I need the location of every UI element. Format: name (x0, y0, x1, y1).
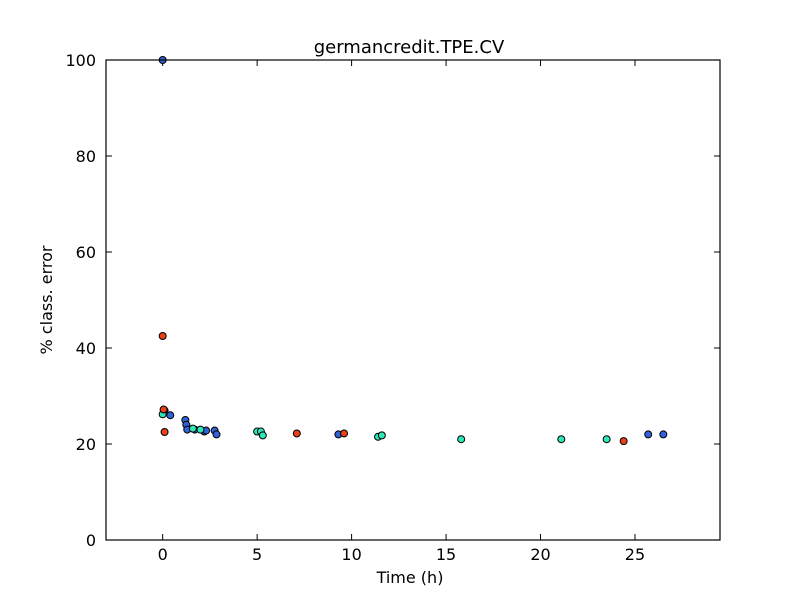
data-points-layer (158, 56, 668, 446)
data-point-red-0 (158, 332, 167, 340)
x-tick-label: 5 (252, 545, 262, 564)
data-point-blue-10 (212, 430, 221, 439)
data-point-teal-8 (457, 435, 466, 444)
data-point-red-4 (340, 429, 349, 438)
data-point-teal-2 (196, 425, 205, 434)
y-tick-label: 20 (76, 435, 96, 454)
plot-area: 0 5 10 15 20 25 0 20 40 60 80 100 (65, 51, 721, 564)
data-point-teal-7 (377, 431, 386, 440)
axes-border (105, 59, 721, 541)
y-tick-label: 60 (76, 243, 96, 262)
chart-title: germancredit.TPE.CV (314, 37, 505, 58)
y-tick-label: 40 (76, 339, 96, 358)
data-point-blue-2 (166, 411, 175, 420)
x-tick-label: 10 (341, 545, 361, 564)
data-point-red-2 (160, 428, 169, 436)
data-point-teal-1 (188, 424, 197, 433)
y-axis-label: % class. error (37, 245, 56, 354)
data-point-teal-5 (258, 431, 267, 440)
y-tick-label: 100 (65, 51, 96, 70)
x-tick-label: 15 (436, 545, 456, 564)
data-point-teal-10 (602, 435, 611, 444)
axes-frame (106, 60, 720, 540)
data-point-red-3 (292, 429, 301, 438)
x-tick-label: 20 (530, 545, 550, 564)
data-point-blue-13 (659, 430, 668, 439)
data-point-blue-12 (644, 430, 653, 439)
data-point-teal-9 (557, 435, 566, 444)
x-axis-label: Time (h) (376, 568, 444, 587)
data-point-red-1 (159, 405, 168, 414)
y-tick-label: 80 (76, 147, 96, 166)
x-tick-label: 0 (158, 545, 168, 564)
x-axis-ticks: 0 5 10 15 20 25 (158, 60, 645, 564)
x-tick-label: 25 (625, 545, 645, 564)
data-point-red-5 (619, 437, 628, 446)
y-tick-label: 0 (86, 531, 96, 550)
